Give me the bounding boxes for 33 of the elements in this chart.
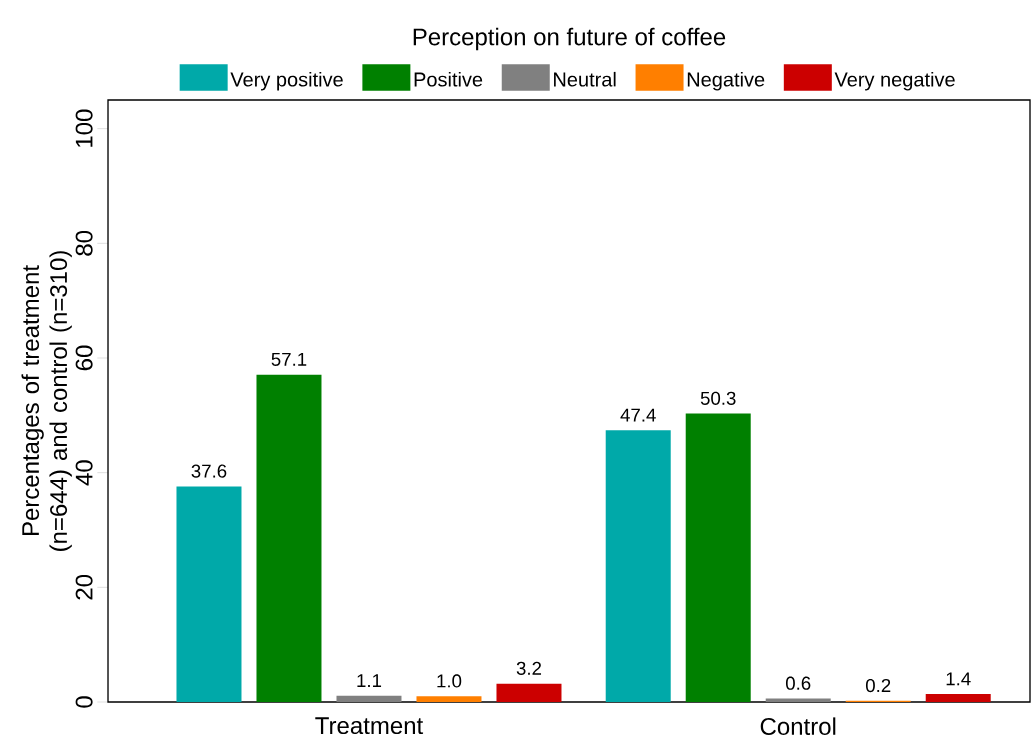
data-label: 57.1: [271, 352, 307, 366]
bar: [925, 693, 991, 702]
bar: [176, 486, 242, 702]
bar: [496, 683, 562, 702]
y-tick-label: 0: [75, 696, 93, 708]
y-tick-label: 60: [75, 345, 93, 371]
legend-label: Positive: [414, 71, 483, 87]
data-label: 47.4: [620, 408, 656, 422]
bar: [256, 374, 322, 702]
bar: [685, 413, 751, 702]
legend-label: Very negative: [834, 71, 955, 91]
data-label: 1.0: [437, 674, 462, 688]
x-tick-label: Control: [760, 717, 836, 735]
data-label: 0.2: [865, 678, 891, 693]
data-label: 1.4: [946, 672, 971, 686]
legend-label: Neutral: [554, 71, 616, 87]
y-tick-label: 20: [75, 574, 93, 600]
data-label: 1.1: [357, 674, 382, 687]
y-tick-label: 80: [75, 230, 93, 256]
bar: [605, 430, 671, 702]
data-label: 0.6: [785, 676, 811, 690]
legend-label: Negative: [687, 71, 765, 91]
y-tick-label: 100: [75, 109, 93, 147]
data-label: 50.3: [700, 391, 736, 405]
data-label: 37.6: [191, 464, 227, 478]
y-axis-title: Percentages of treatment (n=644) and control (n=310): [21, 251, 72, 551]
legend-title: Perception on future of coffee: [413, 27, 726, 51]
bar: [416, 696, 482, 702]
bar: [336, 695, 402, 702]
x-tick-label: Treatment: [315, 717, 424, 735]
y-tick-label: 40: [75, 460, 93, 486]
legend-label: Very positive: [230, 71, 343, 91]
data-label: 3.2: [516, 661, 542, 675]
